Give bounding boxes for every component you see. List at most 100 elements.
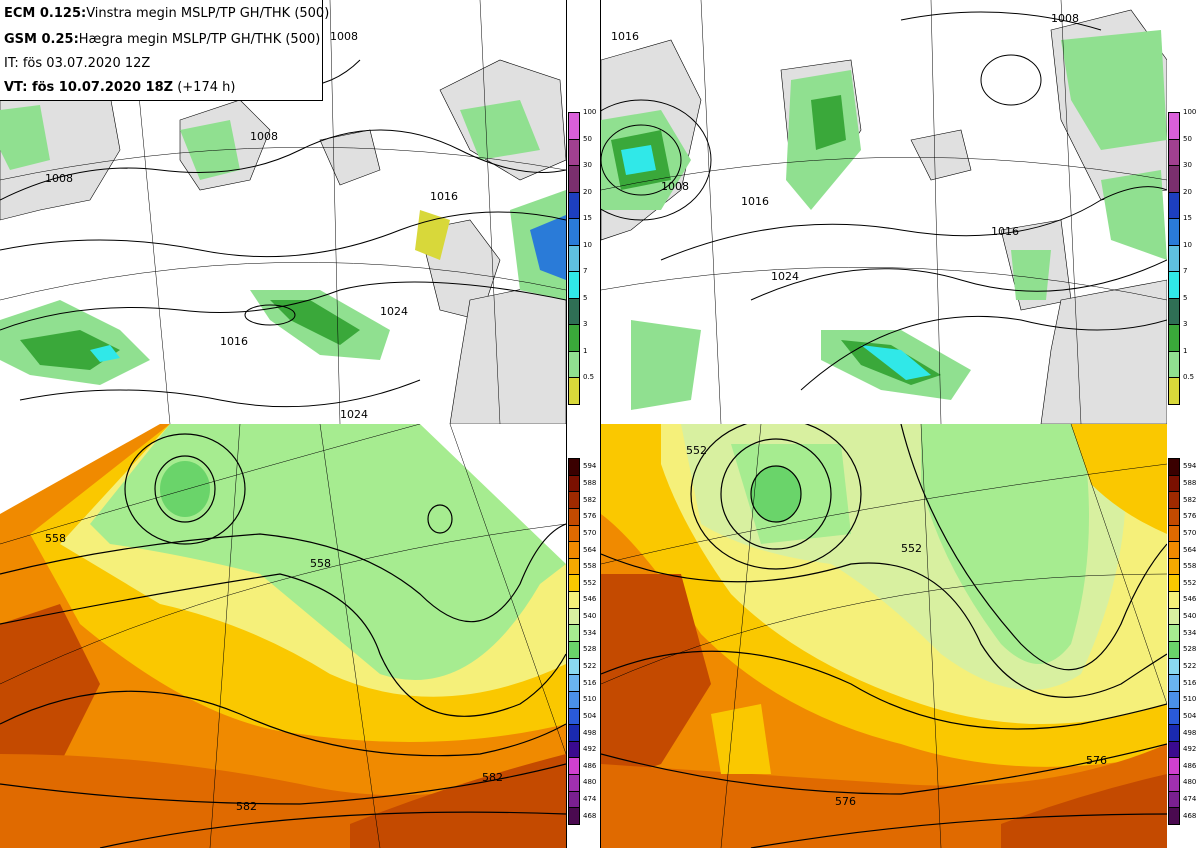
contour-label: 582 (482, 771, 503, 784)
isobar-label: 1016 (430, 190, 458, 203)
colorbar-swatch (568, 191, 580, 220)
colorbar-swatch (1168, 112, 1180, 140)
isobar-label: 1008 (45, 172, 73, 185)
colorbar-label: 486 (1183, 761, 1197, 770)
colorbar-swatch (1168, 557, 1180, 576)
colorbar-label: 534 (583, 628, 597, 637)
colorbar-label: 528 (1183, 645, 1197, 654)
colorbar-label: 20 (583, 187, 592, 196)
isobar-label: 1008 (330, 30, 358, 43)
longitude-line (329, 0, 341, 424)
colorbar-swatch (568, 165, 580, 193)
colorbar-label: 540 (583, 612, 597, 621)
forecast-info-box: ECM 0.125:Vinstra megin MSLP/TP GH/THK (… (0, 0, 329, 101)
isobar (900, 11, 1102, 31)
colorbar-swatch (568, 674, 580, 692)
colorbar-swatch (568, 350, 580, 379)
colorbar-swatch (568, 377, 580, 405)
isobar (750, 259, 1167, 301)
colorbar-label: 552 (583, 578, 597, 587)
colorbar-swatch (1168, 674, 1180, 692)
colorbar-label: 30 (1183, 161, 1192, 170)
precip-area (90, 345, 120, 362)
colorbar-swatch (568, 557, 580, 576)
colorbar-label: 594 (1183, 462, 1197, 471)
colorbar-label: 5 (583, 293, 588, 302)
colorbar-label: 540 (1183, 612, 1197, 621)
isobar-label: 1008 (661, 180, 689, 193)
colorbar-swatch (568, 574, 580, 593)
colorbar-label: 576 (583, 512, 597, 521)
colorbar-swatch (1168, 807, 1180, 825)
isobar-label: 1016 (220, 335, 248, 348)
colorbar-swatch (568, 724, 580, 742)
colorbar-swatch (568, 458, 580, 476)
isobar-label: 1016 (611, 30, 639, 43)
colorbar-swatch (568, 297, 580, 326)
colorbar-swatch (568, 657, 580, 676)
contour-label: 582 (236, 800, 257, 813)
colorbar-swatch (568, 271, 580, 299)
colorbar-swatch (568, 757, 580, 776)
geopotential-contour (900, 424, 1167, 671)
precip-area (861, 345, 931, 380)
colorbar-swatch (568, 774, 580, 792)
contour-label: 576 (1086, 754, 1107, 767)
colorbar-swatch (1168, 165, 1180, 193)
longitude-line (209, 424, 241, 848)
ecm-thickness-map: 558 558 582 582 (0, 424, 567, 848)
colorbar-label: 576 (1183, 512, 1197, 521)
model-line-ecm: ECM 0.125:Vinstra megin MSLP/TP GH/THK (… (4, 6, 330, 21)
colorbar-swatch (1168, 740, 1180, 759)
precip-area (1061, 30, 1167, 150)
iceland-landmass (319, 129, 381, 186)
colorbar-swatch (1168, 377, 1180, 405)
colorbar-label: 510 (583, 695, 597, 704)
isobar-label: 1024 (771, 270, 799, 283)
colorbar-label: 546 (1183, 595, 1197, 604)
colorbar-swatch (1168, 507, 1180, 526)
longitude-line (930, 0, 942, 424)
colorbar-swatch (1168, 524, 1180, 543)
longitude-line (1060, 0, 1082, 424)
longitude-line (720, 424, 762, 848)
colorbar-label: 15 (1183, 214, 1192, 223)
isobar (19, 379, 421, 408)
colorbar-label: 594 (583, 462, 597, 471)
colorbar-label: 30 (583, 161, 592, 170)
colorbar-label: 0.5 (1183, 373, 1195, 382)
colorbar-swatch (1168, 244, 1180, 273)
gsm-mslp-map-graphic: 1008 1008 1016 1016 1016 1024 (601, 0, 1167, 424)
geopotential-contour (750, 465, 802, 523)
thickness-band-576 (350, 754, 566, 848)
geopotential-contour (601, 650, 1167, 730)
colorbar-swatch (1168, 574, 1180, 593)
low-pressure-contour (244, 304, 296, 326)
colorbar-label: 516 (1183, 678, 1197, 687)
low-pressure-contour (980, 54, 1042, 106)
colorbar-label: 558 (583, 562, 597, 571)
latitude-line (0, 523, 566, 685)
colorbar-label: 10 (583, 240, 592, 249)
geopotential-contour (601, 553, 1167, 698)
colorbar-swatch (1168, 591, 1180, 609)
latitude-line (0, 262, 566, 301)
colorbar-label: 50 (1183, 134, 1192, 143)
colorbar-swatch (1168, 790, 1180, 809)
longitude-line (319, 424, 381, 848)
colorbar-swatch (1168, 724, 1180, 742)
geopotential-contour (154, 455, 216, 523)
geopotential-contour (124, 433, 246, 545)
contour-label: 552 (901, 542, 922, 555)
colorbar-swatch (568, 607, 580, 626)
colorbar-label: 480 (583, 778, 597, 787)
colorbar-label: 474 (583, 795, 597, 804)
latitude-line (601, 573, 1167, 685)
isobar-label: 1016 (991, 225, 1019, 238)
colorbar-label: 570 (583, 528, 597, 537)
colorbar-label: 522 (1183, 661, 1197, 670)
colorbar-label: 492 (583, 745, 597, 754)
colorbar-swatch (568, 690, 580, 709)
iceland-landmass (910, 129, 972, 181)
gsm-thickness-map-graphic: 552 552 576 576 (601, 424, 1167, 848)
